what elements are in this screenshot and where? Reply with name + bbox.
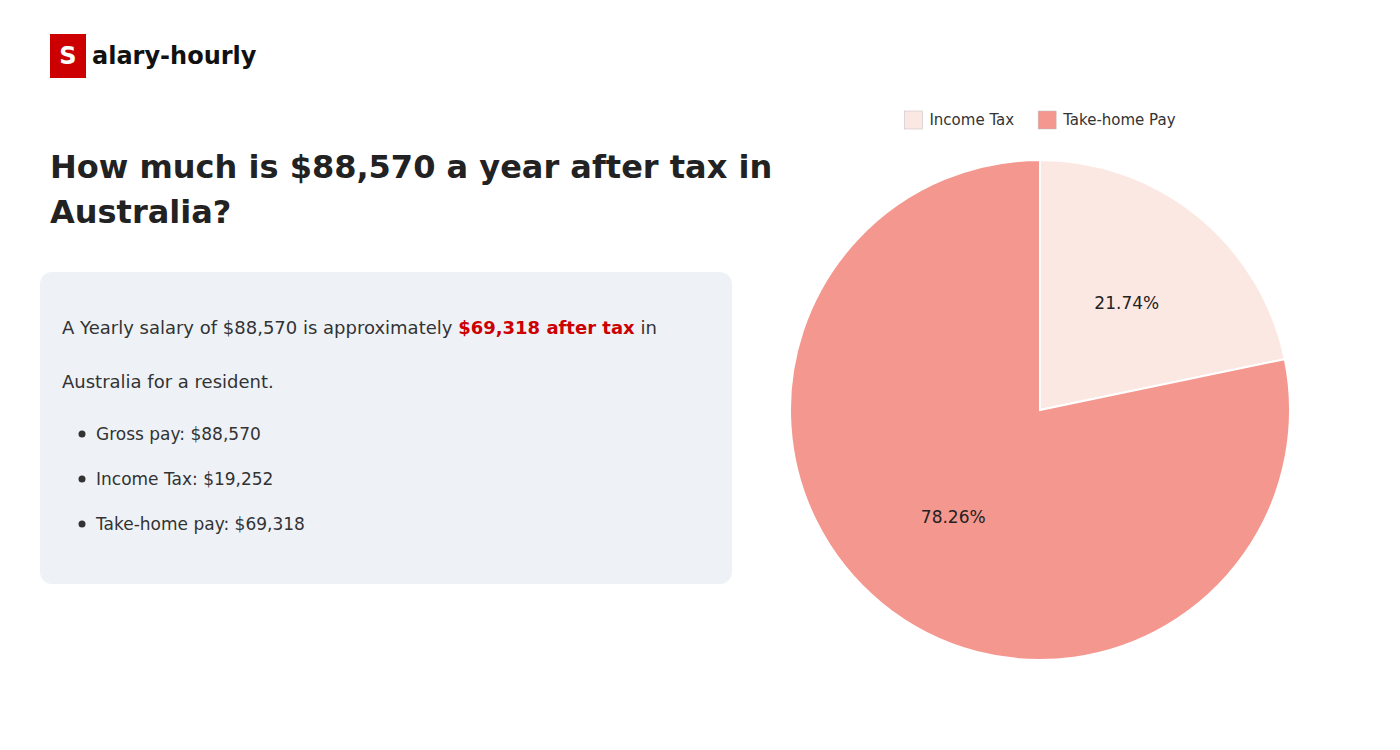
info-box [40,272,732,584]
info-text: in [635,317,657,338]
logo-text: alary-hourly [92,42,257,70]
pie: 21.74% 78.26% [790,160,1290,660]
bullet-text: Take-home pay: $69,318 [95,514,305,534]
legend-item: Income Tax [904,111,1014,129]
bullet-text: Gross pay: $88,570 [96,424,261,444]
data-label: 78.26% [921,507,986,527]
logo-letter: S [59,42,76,70]
legend-swatch [1038,111,1056,129]
data-label: 21.74% [1094,293,1159,313]
text-panel: Salary-hourly How much is $88,570 a year … [40,34,772,584]
slices [790,160,1290,660]
bullet-text: Income Tax: $19,252 [96,469,273,489]
legend-item: Take-home Pay [1038,111,1176,129]
logo-box [50,34,86,78]
legend: Income Tax Take-home Pay [904,111,1175,129]
title: How much is $88,570 a year after tax inA… [50,148,772,231]
legend-label: Take-home Pay [1062,111,1176,129]
info-line-2: Australia for a resident. [62,371,274,392]
data-labels: 21.74% 78.26% [921,293,1159,526]
bullet-dot [79,431,86,438]
bullet-dot [79,521,86,528]
info-text: A Yearly salary of $88,570 is approximat… [62,317,458,338]
info-line-1: A Yearly salary of $88,570 is approximat… [62,317,657,338]
bullet-dot [79,476,86,483]
legend-label: Income Tax [929,111,1014,129]
pie-slice [790,160,1290,660]
chart-root: Salary-hourly How much is $88,570 a year … [0,0,1400,750]
info-highlight: $69,318 after tax [458,317,635,338]
legend-swatch [904,111,922,129]
